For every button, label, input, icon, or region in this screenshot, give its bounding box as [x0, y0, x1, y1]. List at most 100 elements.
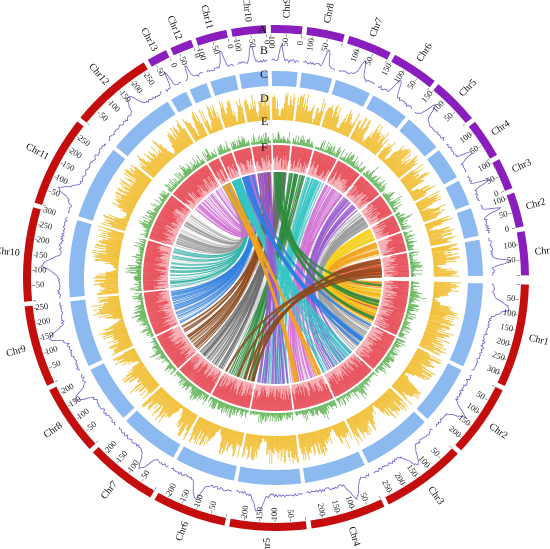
track-e-histogram	[382, 191, 402, 213]
axis-tick	[211, 510, 213, 514]
track-label-e: E	[261, 114, 268, 128]
chromosome-band-l-chr13	[147, 50, 170, 67]
chromosome-band-r-chr12	[80, 62, 148, 123]
track-c-band	[361, 411, 425, 464]
axis-tick-label: 50	[429, 445, 442, 458]
axis-tick	[86, 429, 89, 432]
chromosome-band-r-chr7	[92, 447, 155, 498]
chromosome-label-r-chr8: Chr8	[42, 420, 65, 440]
track-c-band	[78, 149, 126, 221]
axis-tick-label: 150	[419, 88, 435, 104]
synteny-link	[264, 172, 271, 384]
track-b-line	[480, 204, 502, 234]
chromosome-label-l-chr13: Chr13	[138, 26, 159, 53]
track-c-band	[68, 220, 92, 298]
chromosome-band-l-chr3	[492, 159, 513, 191]
track-b-line	[108, 91, 162, 142]
track-c-band	[90, 363, 135, 418]
axis-tick-label: 0	[492, 188, 500, 199]
axis-tick	[336, 511, 338, 515]
axis-tick-label: 200	[68, 145, 84, 160]
track-f-bars	[208, 158, 229, 182]
axis-tick	[182, 500, 184, 504]
axis-tick	[452, 111, 456, 115]
track-e-histogram	[149, 337, 177, 376]
axis-tick-label: 100	[476, 159, 492, 174]
track-d-histogram	[271, 92, 296, 121]
track-d-histogram	[295, 93, 326, 127]
axis-tick-label: 50	[206, 500, 218, 511]
axis-tick	[87, 123, 90, 126]
axis-tick	[379, 495, 381, 499]
track-e-histogram	[292, 135, 314, 149]
axis-tick-label: 100	[44, 343, 59, 356]
axis-tick	[68, 404, 72, 407]
track-b-line	[206, 50, 234, 73]
track-d-histogram	[218, 98, 246, 129]
axis-tick	[97, 111, 100, 114]
track-f-bars	[156, 328, 196, 369]
track-b-line	[435, 374, 472, 428]
axis-tick-label: 50	[139, 468, 152, 481]
track-d-histogram	[349, 117, 390, 156]
synteny-link	[224, 184, 321, 376]
synteny-link	[211, 174, 260, 232]
axis-tick	[488, 163, 492, 165]
axis-tick	[501, 191, 505, 193]
chromosome-label-r-chr3: Chr3	[425, 484, 446, 507]
axis-tick	[128, 470, 132, 473]
axis-tick-label: 50	[498, 208, 509, 220]
track-d-histogram	[297, 420, 353, 462]
axis-tick-label: 100	[267, 36, 277, 49]
axis-tick-label: 50	[85, 419, 98, 432]
axis-tick	[402, 70, 405, 73]
axis-tick-label: 300	[486, 363, 502, 377]
track-b-line	[373, 428, 433, 474]
track-b-line	[40, 216, 68, 299]
axis-tick-label: 50	[210, 44, 222, 55]
track-c-band	[271, 71, 298, 88]
axis-tick	[144, 72, 147, 76]
axis-tick-label: 150	[114, 448, 130, 464]
chromosome-band-r-chr3	[385, 448, 458, 505]
axis-tick	[401, 483, 404, 487]
track-b-line	[338, 60, 375, 85]
axis-tick-label: 100	[125, 458, 141, 474]
track-b-line	[377, 79, 413, 110]
track-e-histogram	[131, 292, 155, 338]
chromosome-label-l-chr1: Chr1	[534, 245, 550, 258]
track-c-band	[303, 451, 365, 483]
axis-tick-label: 0	[263, 40, 273, 45]
track-c-band	[239, 71, 269, 90]
synteny-link	[237, 179, 349, 356]
chromosome-label-r-chr9: Chr9	[5, 343, 27, 359]
track-b-line	[49, 302, 80, 371]
axis-tick	[467, 423, 471, 426]
track-c-band	[115, 101, 176, 157]
track-f-bars	[142, 240, 170, 291]
axis-tick	[36, 322, 40, 324]
axis-tick-label: 100	[457, 130, 473, 146]
track-f-bars	[365, 195, 393, 223]
axis-tick	[486, 159, 490, 161]
axis-tick-label: 100	[348, 48, 362, 63]
axis-tick-label: 250	[142, 71, 157, 87]
chromosome-label-l-chr11: Chr11	[198, 4, 215, 31]
axis-tick	[156, 65, 158, 69]
chromosome-band-r-chr5	[229, 518, 307, 532]
axis-tick	[326, 39, 328, 43]
axis-tick	[53, 176, 57, 179]
track-b-line	[467, 175, 491, 201]
chromosome-band-r-chr2	[455, 386, 503, 451]
synteny-links	[169, 171, 383, 385]
track-d-histogram	[424, 215, 456, 247]
track-f-bars	[251, 386, 293, 412]
axis-tick-label: 150	[60, 158, 76, 173]
axis-tick	[154, 487, 157, 490]
axis-tick	[119, 90, 122, 94]
track-e-histogram	[374, 337, 407, 375]
chromosome-label-r-chr6: Chr6	[174, 520, 191, 543]
axis-tick-label: 200	[164, 481, 179, 497]
axis-tick	[426, 465, 429, 469]
